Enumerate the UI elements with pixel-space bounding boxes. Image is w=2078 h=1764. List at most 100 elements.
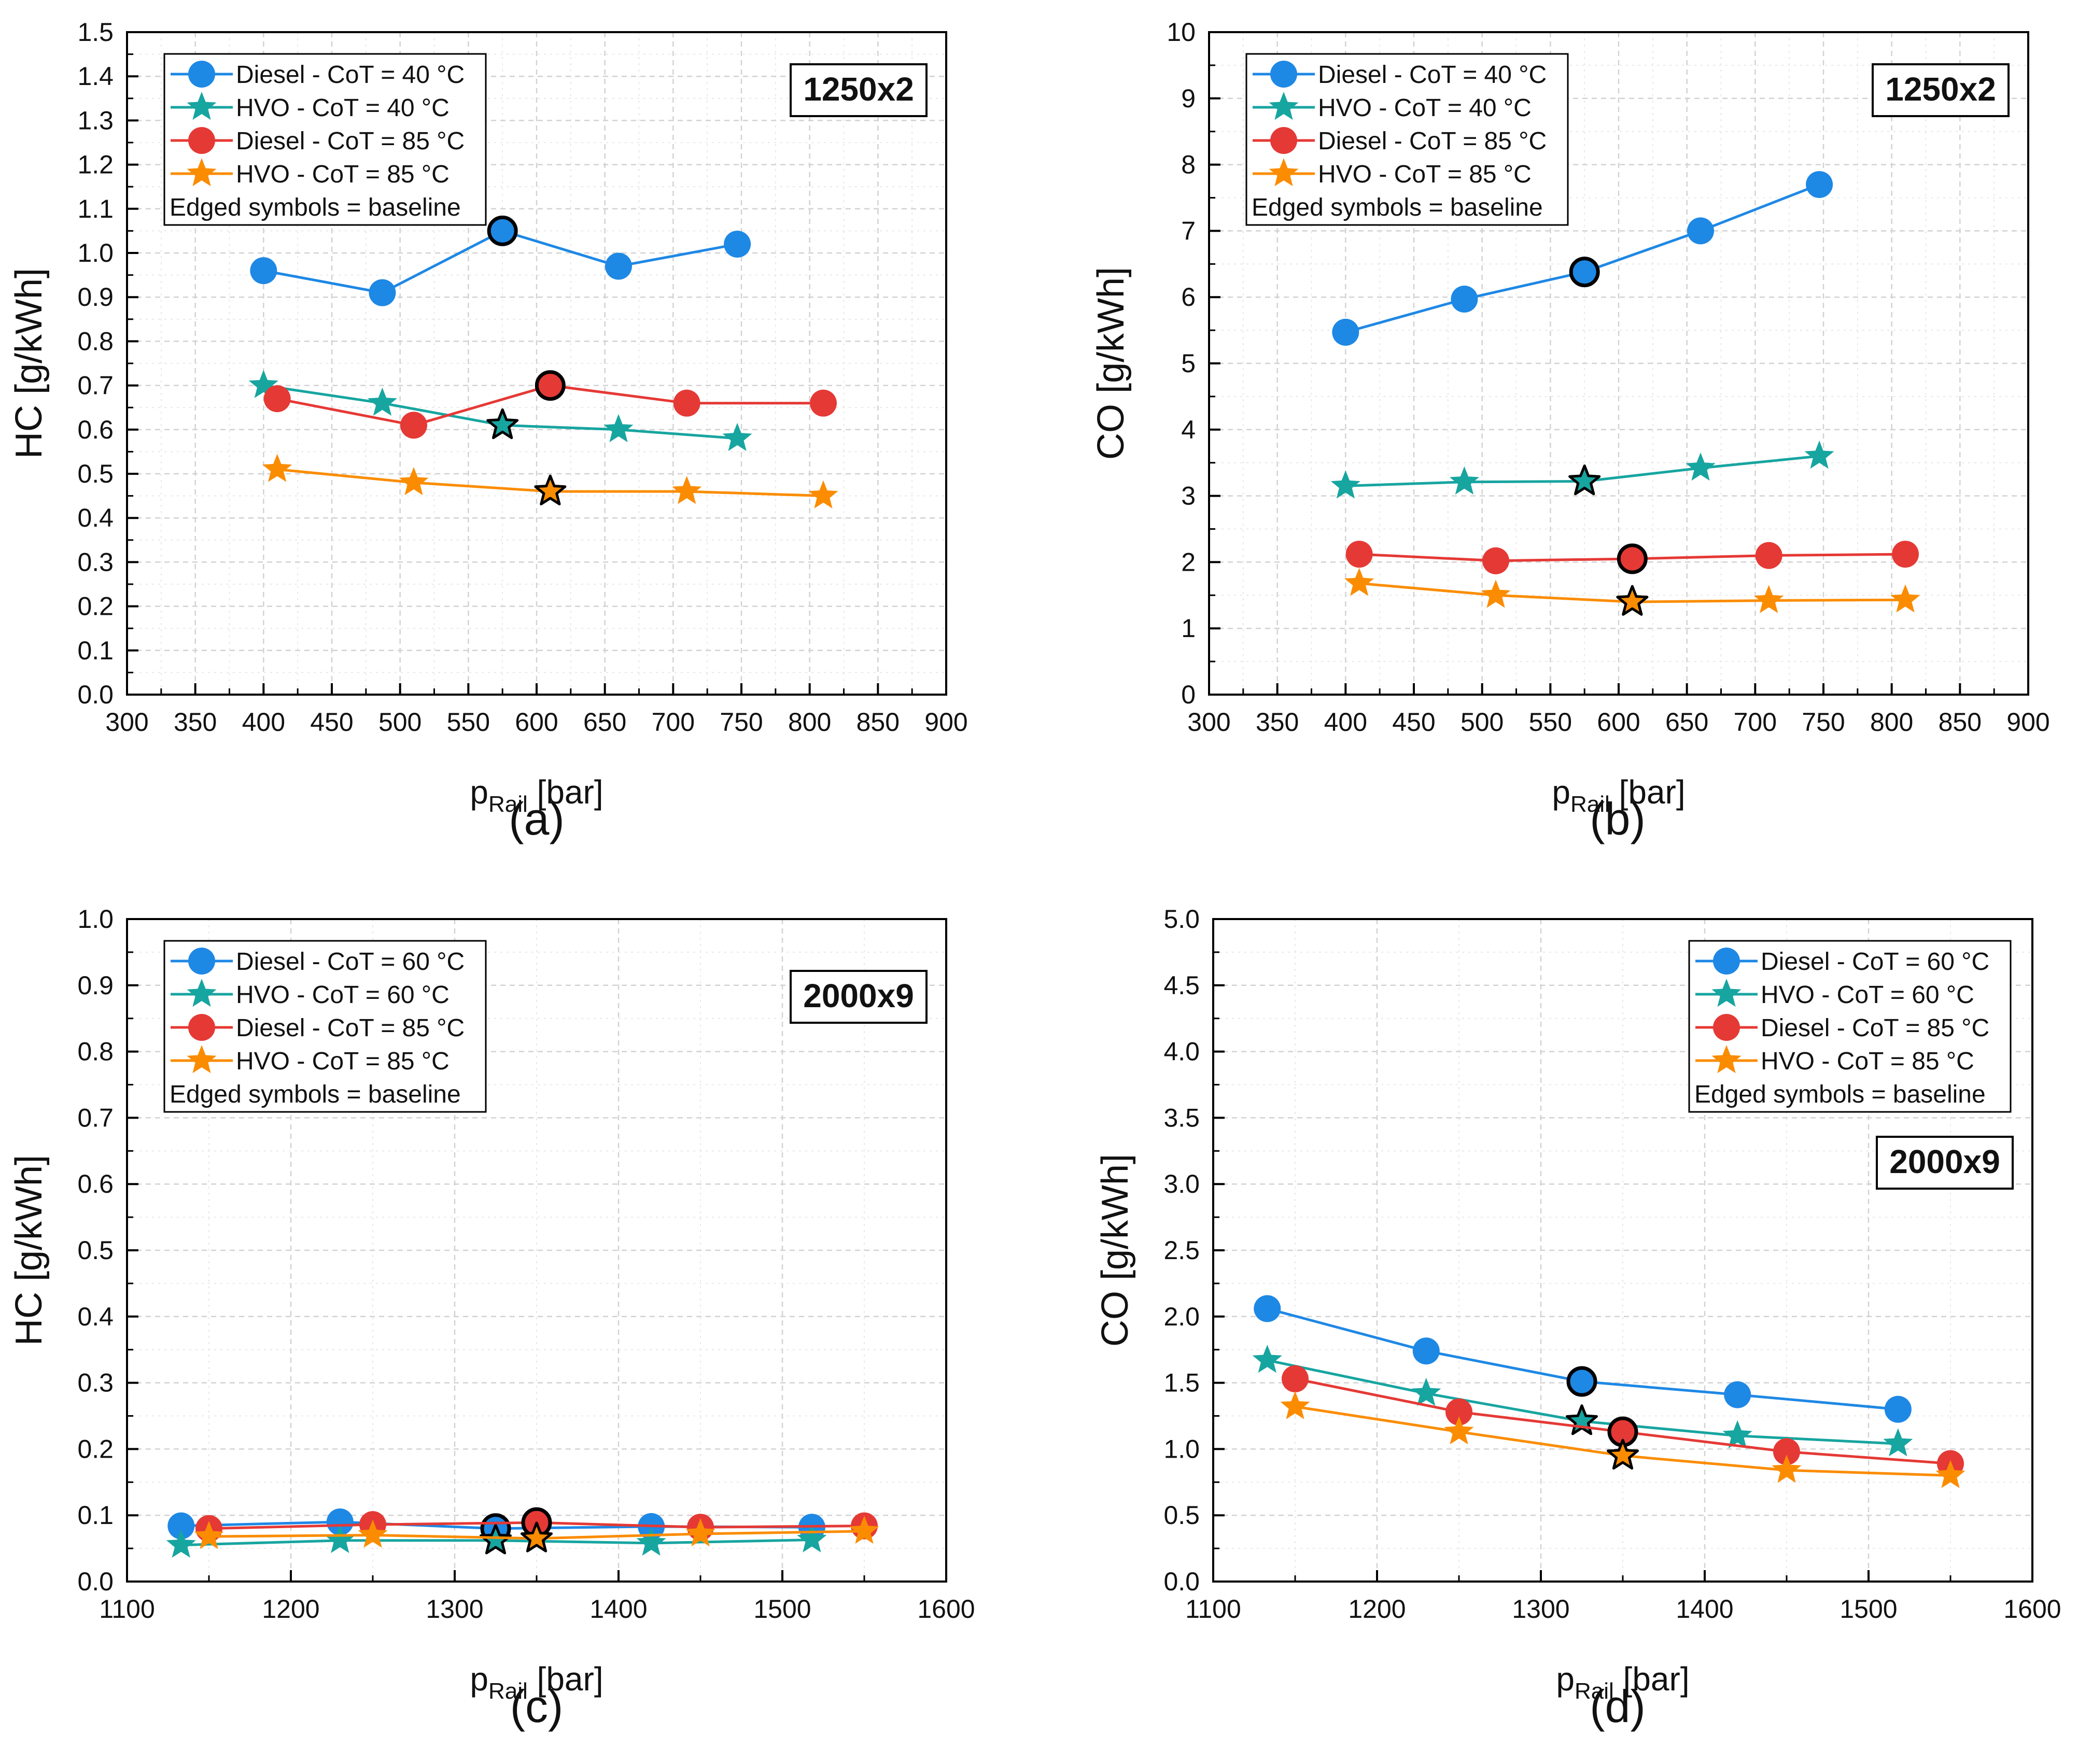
chart-1-data-point [1687, 217, 1714, 245]
chart-1-data-point [1804, 440, 1834, 469]
chart-1-y-tick-label: 2 [1181, 547, 1196, 576]
chart-0-y-tick-label: 1.5 [77, 18, 114, 47]
chart-2-y-tick-label: 0.2 [77, 1434, 114, 1463]
chart-2-data-point [166, 1529, 196, 1558]
chart-1-x-tick-label: 550 [1529, 708, 1572, 737]
chart-3-x-axis-label: pRail [bar] [1556, 1660, 1689, 1704]
chart-0-x-tick-label: 500 [378, 708, 422, 737]
chart-0-y-tick-label: 1.1 [77, 194, 114, 223]
chart-2-y-tick-label: 1.0 [77, 905, 114, 934]
chart-3-data-point [1884, 1395, 1912, 1423]
chart-0-grid [127, 32, 946, 695]
chart-0-x-tick-label: 900 [924, 708, 967, 737]
chart-3-data-point [1883, 1428, 1913, 1457]
chart-1: 300 350 400 450 500 550 600 650 700 750 800 850 900 0… [1090, 18, 2050, 844]
chart-3-data-point [1773, 1438, 1800, 1465]
chart-0-x-tick-label: 450 [310, 708, 353, 737]
chart-3-legend-marker [1713, 1014, 1740, 1041]
chart-1-baseline-point [1617, 543, 1648, 574]
chart-2-x-axis-label-unit: [bar] [528, 1660, 603, 1698]
chart-3-y-tick-label: 5.0 [1163, 905, 1200, 934]
chart-2-legend-label: HVO - CoT = 85 °C [236, 1048, 450, 1075]
chart-3-x-tick-label: 1300 [1512, 1594, 1569, 1624]
chart-1-legend-label: HVO - CoT = 85 °C [1318, 161, 1532, 188]
chart-2-baseline-point [521, 1521, 553, 1553]
chart-3-y-tick-label: 3.5 [1163, 1103, 1200, 1132]
chart-1-data-point [1344, 568, 1374, 596]
chart-0-badge-box [790, 63, 928, 117]
chart-0-data-point [263, 385, 291, 413]
chart-1-legend: Diesel - CoT = 40 °C HVO - CoT = 40 °C Die… [1245, 53, 1569, 226]
chart-0-data-point [672, 476, 702, 504]
chart-3-data-point [1724, 1381, 1751, 1408]
chart-3-y-tick-label: 0.0 [1163, 1567, 1200, 1596]
chart-0-x-tick-label: 350 [174, 708, 217, 737]
chart-2-y-tick-label: 0.4 [77, 1302, 114, 1331]
chart-3-plot-frame [1212, 918, 2033, 1583]
chart-1-legend-label: HVO - CoT = 40 °C [1318, 94, 1532, 122]
chart-1-legend-label: Diesel - CoT = 40 °C [1318, 61, 1547, 89]
chart-3-data-point [1722, 1420, 1752, 1449]
chart-1-y-tick-label: 7 [1181, 216, 1196, 245]
chart-0-x-axis-label: pRail [bar] [470, 773, 603, 817]
chart-2-badge-box [790, 970, 928, 1024]
chart-2-y-tick-label: 0.6 [77, 1169, 114, 1198]
chart-1-y-tick-label: 6 [1181, 283, 1196, 312]
chart-2-data-point [849, 1515, 879, 1544]
chart-0-data-point [810, 389, 837, 417]
chart-3-panel-label: (d) [1590, 1681, 1646, 1732]
chart-3-y-tick-label: 3.0 [1163, 1169, 1200, 1198]
chart-3-data-point [1254, 1295, 1281, 1322]
chart-0-y-tick-label: 0.4 [77, 503, 114, 532]
chart-1-panel-label: (b) [1590, 793, 1646, 844]
chart-2-plot-frame [126, 918, 947, 1583]
chart-3-badge-box [1876, 1136, 2014, 1190]
chart-2: 1100 1200 1300 1400 1500 1600 0.0 0.1 0.2 0.3 0.4 0… [8, 905, 975, 1732]
chart-0-data-point [673, 389, 700, 417]
chart-0-y-tick-label: 0.3 [77, 547, 114, 576]
chart-0-y-tick-label: 0.8 [77, 327, 114, 356]
chart-0-series-3 [262, 454, 838, 509]
chart-1-legend-label: Diesel - CoT = 85 °C [1318, 128, 1547, 155]
chart-2-legend-marker [188, 1014, 215, 1041]
chart-3-legend-marker [1711, 979, 1742, 1007]
chart-1-x-tick-label: 750 [1802, 708, 1845, 737]
chart-0-x-tick-label: 550 [447, 708, 490, 737]
chart-2-x-axis-label-main: p [470, 1660, 488, 1698]
chart-0-x-axis-label-main: p [470, 773, 488, 811]
chart-2-legend-note: Edged symbols = baseline [170, 1081, 461, 1108]
chart-0-baseline-point [487, 215, 518, 246]
chart-3-data-point [1252, 1345, 1282, 1373]
chart-3-data-point [1935, 1460, 1965, 1488]
chart-2-y-tick-label: 0.3 [77, 1368, 114, 1398]
chart-2-x-axis-label-sub: Rail [488, 1678, 528, 1704]
chart-2-panel-label: (c) [510, 1681, 564, 1732]
chart-0-y-tick-label: 0.0 [77, 680, 114, 709]
chart-1-legend-marker [1269, 158, 1299, 187]
chart-1-badge: 1250x2 [1885, 70, 1996, 108]
chart-0-baseline-point [534, 474, 567, 505]
chart-0-x-axis-label-sub: Rail [488, 792, 528, 817]
chart-0-data-point [400, 412, 427, 439]
chart-2-y-tick-label: 0.9 [77, 971, 114, 1000]
chart-1-y-tick-label: 9 [1181, 84, 1196, 113]
chart-0-x-axis-label-unit: [bar] [528, 773, 603, 811]
chart-1-x-tick-label: 850 [1939, 708, 1982, 737]
chart-3-legend-box [1688, 940, 2012, 1113]
chart-2-data-point [636, 1527, 666, 1556]
chart-1-legend-marker [1270, 127, 1297, 154]
chart-1-baseline-point [1569, 257, 1600, 288]
chart-1-data-point [1481, 580, 1511, 608]
chart-3-legend-marker [1711, 1045, 1742, 1074]
chart-2-x-tick-label: 1500 [753, 1594, 811, 1624]
chart-0-series-1 [248, 370, 752, 451]
chart-3-y-tick-label: 2.0 [1163, 1302, 1200, 1331]
chart-0-data-point [250, 257, 277, 285]
chart-0-legend-label: Diesel - CoT = 85 °C [236, 128, 465, 155]
chart-0-data-point [605, 252, 632, 280]
chart-3-x-tick-label: 1100 [1185, 1594, 1241, 1624]
chart-0-data-point [722, 422, 752, 451]
chart-1-x-tick-label: 300 [1187, 708, 1230, 737]
chart-0-y-tick-label: 0.9 [77, 283, 114, 312]
chart-1-x-tick-label: 700 [1734, 708, 1777, 737]
